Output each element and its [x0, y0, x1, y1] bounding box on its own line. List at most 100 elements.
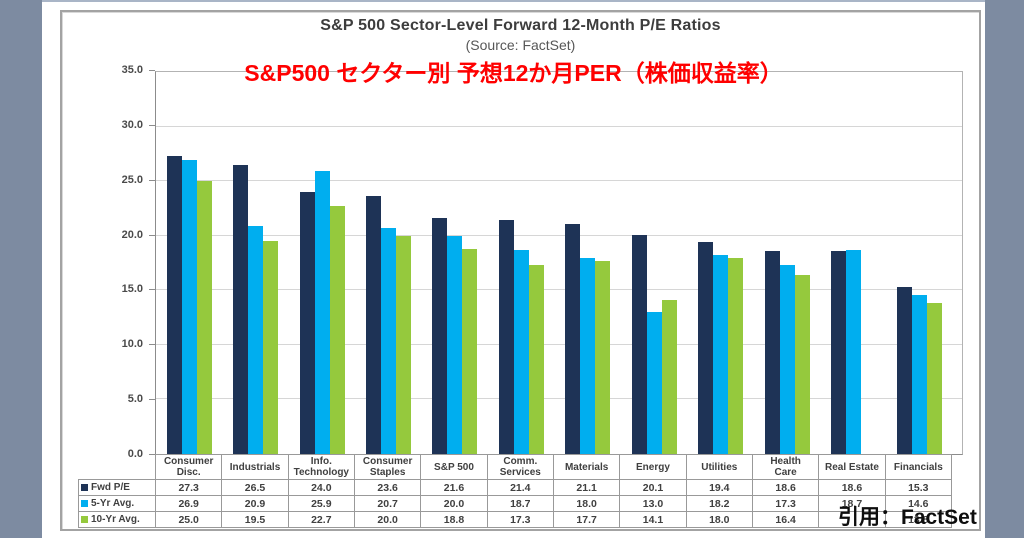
value-cell-10-yr-avg-industrials: 19.5 [221, 511, 289, 528]
y-tick-label: 10.0 [121, 338, 143, 351]
value-cell-10-yr-avg-s-p-500: 18.8 [420, 511, 488, 528]
value-cell-5-yr-avg-consumer-disc: 26.9 [154, 495, 223, 512]
value-cell-5-yr-avg-energy: 13.0 [619, 495, 687, 512]
bar-5-yr-avg [580, 257, 596, 454]
y-tick-label: 35.0 [121, 64, 143, 76]
value-cell-10-yr-avg-materials: 17.7 [552, 511, 621, 528]
citation-text: 引用：FactSet [838, 506, 977, 529]
legend-label: 5-Yr Avg. [91, 498, 135, 509]
value-cell-fwd-p-e-comm-services: 21.4 [486, 479, 554, 496]
bar-group-consumer-staples [355, 72, 421, 454]
bar-10-yr-avg [661, 300, 677, 454]
right-margin-band [985, 0, 1024, 538]
bar-fwd-p-e [897, 287, 913, 454]
bar-group-materials [555, 72, 621, 454]
chart-source-subtitle: (Source: FactSet) [465, 37, 576, 53]
bar-fwd-p-e [631, 234, 647, 454]
bar-group-industrials [222, 72, 288, 454]
gridline [156, 125, 962, 127]
value-cell-5-yr-avg-industrials: 20.9 [221, 495, 289, 512]
column-header-health-care: Health Care [751, 454, 820, 480]
value-cell-fwd-p-e-utilities: 19.4 [685, 479, 753, 496]
value-cell-5-yr-avg-comm-services: 18.7 [486, 495, 554, 512]
bar-10-yr-avg [595, 260, 611, 454]
bar-group-comm-services [488, 72, 554, 454]
bar-fwd-p-e [764, 251, 780, 454]
table-row-10-yr-avg: 10-Yr Avg. 25.0 19.5 22.7 20.0 18.8 17.3 17.7 14… [78, 511, 953, 528]
bar-10-yr-avg [263, 241, 279, 454]
bar-10-yr-avg [728, 257, 744, 454]
pe-table: Consumer Disc. Industrials Info. Technology C… [78, 454, 953, 528]
y-tick-label: 15.0 [121, 283, 143, 296]
bar-group-consumer-disc [156, 72, 222, 454]
legend-label: Fwd P/E [91, 482, 130, 493]
value-cell-10-yr-avg-comm-services: 17.3 [486, 511, 554, 528]
column-header-comm-services: Comm. Services [486, 454, 554, 480]
table-row-fwd-p-e: Fwd P/E 27.3 26.5 24.0 23.6 21.6 21.4 21.1 20.1 1… [78, 479, 953, 496]
y-tick-mark [149, 344, 155, 346]
value-cell-fwd-p-e-industrials: 26.5 [221, 479, 289, 496]
chart-panel: S&P 500 Sector-Level Forward 12-Month P/… [60, 10, 981, 531]
bar-group-real-estate [820, 72, 886, 454]
column-header-materials: Materials [552, 454, 621, 480]
bar-group-financials [887, 72, 953, 454]
legend-cell-10-yr-avg: 10-Yr Avg. [78, 511, 156, 528]
bar-5-yr-avg [845, 249, 861, 454]
value-cell-5-yr-avg-info-technology: 25.9 [287, 495, 355, 512]
bar-10-yr-avg [462, 248, 478, 454]
bar-5-yr-avg [380, 228, 396, 454]
y-tick-label: 0.0 [127, 448, 143, 460]
legend-label: 10-Yr Avg. [91, 514, 140, 525]
bar-5-yr-avg [713, 255, 729, 454]
bar-10-yr-avg [927, 303, 943, 454]
column-header-utilities: Utilities [685, 454, 753, 480]
bar-groups [156, 72, 953, 454]
value-cell-10-yr-avg-consumer-staples: 20.0 [353, 511, 422, 528]
gridline [156, 343, 962, 345]
table-corner-cell [79, 455, 156, 480]
column-header-s-p-500: S&P 500 [420, 454, 488, 480]
bar-group-info-technology [289, 72, 355, 454]
value-cell-10-yr-avg-utilities: 18.0 [685, 511, 753, 528]
bar-fwd-p-e [299, 192, 315, 454]
bar-group-energy [621, 72, 687, 454]
plot-area [155, 71, 963, 455]
bar-10-yr-avg [196, 181, 212, 454]
y-tick-mark [149, 179, 155, 181]
y-axis: 0.0 5.0 10.0 15.0 20.0 25.0 30.0 35.0 [100, 64, 155, 460]
bar-10-yr-avg [528, 265, 544, 454]
bar-fwd-p-e [565, 223, 581, 454]
legend-swatch [81, 515, 88, 523]
legend-cell-fwd-p-e: Fwd P/E [78, 479, 156, 496]
bar-fwd-p-e [365, 196, 381, 454]
legend-swatch [81, 483, 88, 491]
y-tick-mark [149, 234, 155, 236]
column-header-consumer-staples: Consumer Staples [353, 454, 422, 480]
legend-cell-5-yr-avg: 5-Yr Avg. [78, 495, 156, 512]
y-tick-mark [149, 70, 155, 71]
value-cell-fwd-p-e-consumer-disc: 27.3 [154, 479, 223, 496]
value-cell-fwd-p-e-consumer-staples: 23.6 [353, 479, 422, 496]
bar-10-yr-avg [794, 275, 810, 454]
column-header-real-estate: Real Estate [818, 454, 886, 480]
table-row-5-yr-avg: 5-Yr Avg. 26.9 20.9 25.9 20.7 20.0 18.7 18.0 13.… [78, 495, 953, 512]
value-cell-fwd-p-e-real-estate: 18.6 [818, 479, 886, 496]
bar-fwd-p-e [698, 242, 714, 454]
y-tick-label: 5.0 [127, 393, 143, 406]
value-cell-5-yr-avg-health-care: 17.3 [751, 495, 820, 512]
column-header-financials: Financials [884, 454, 953, 480]
column-header-consumer-disc: Consumer Disc. [154, 454, 223, 480]
value-cell-5-yr-avg-materials: 18.0 [552, 495, 621, 512]
bar-10-yr-avg [329, 206, 345, 454]
bar-10-yr-avg [395, 235, 411, 454]
bar-5-yr-avg [513, 249, 529, 454]
value-cell-fwd-p-e-energy: 20.1 [619, 479, 687, 496]
table-header-row: Consumer Disc. Industrials Info. Technology C… [79, 454, 953, 480]
value-cell-fwd-p-e-financials: 15.3 [884, 479, 953, 496]
y-tick-mark [149, 124, 155, 126]
value-cell-5-yr-avg-s-p-500: 20.0 [420, 495, 488, 512]
bar-fwd-p-e [233, 164, 249, 454]
bar-fwd-p-e [432, 218, 448, 454]
value-cell-fwd-p-e-materials: 21.1 [552, 479, 621, 496]
bar-5-yr-avg [912, 294, 928, 454]
